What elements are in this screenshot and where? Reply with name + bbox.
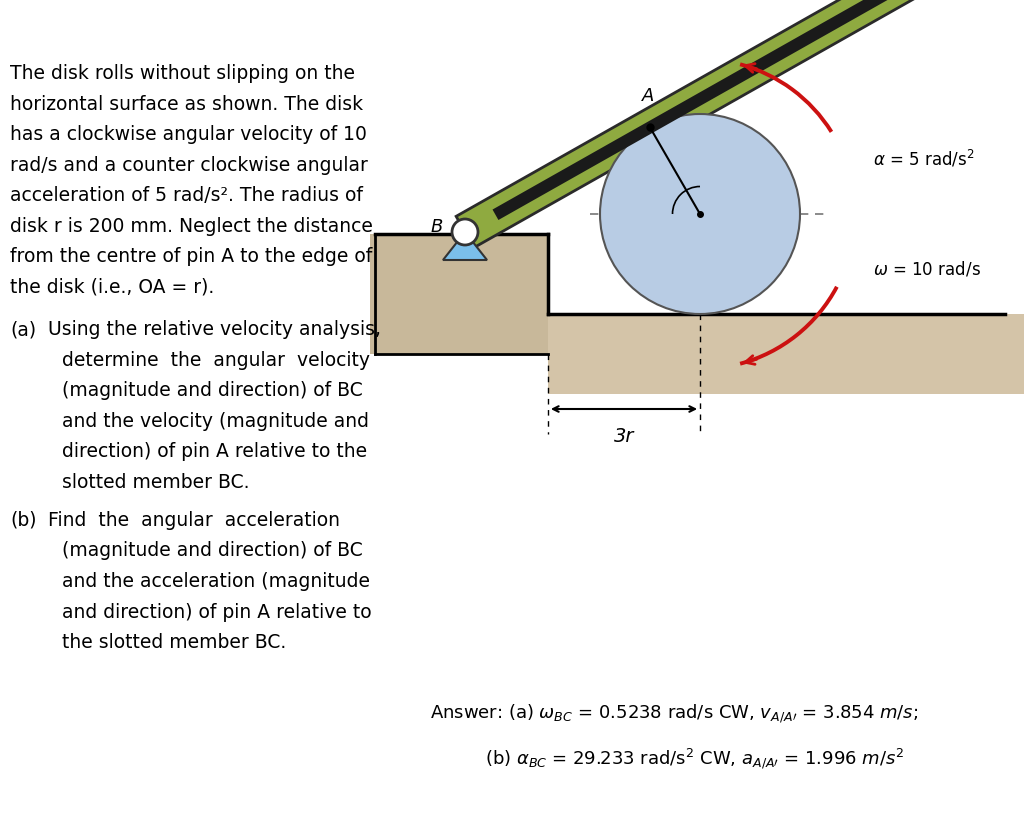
Text: (b) $\alpha_{BC}$ = 29.233 rad/s$^2$ CW, $a_{A/A\prime}$ = 1.996 $m/s^2$: (b) $\alpha_{BC}$ = 29.233 rad/s$^2$ CW,…	[485, 746, 904, 771]
Polygon shape	[443, 232, 487, 260]
Text: Using the relative velocity analysis,: Using the relative velocity analysis,	[48, 320, 381, 339]
Text: O: O	[705, 228, 718, 246]
Text: the disk (i.e., OA = r).: the disk (i.e., OA = r).	[10, 278, 214, 297]
Text: The disk rolls without slipping on the: The disk rolls without slipping on the	[10, 64, 355, 83]
Text: B: B	[431, 218, 443, 236]
Circle shape	[600, 114, 800, 314]
Bar	[370, 234, 548, 354]
Polygon shape	[456, 0, 952, 248]
Text: Answer: (a) $\omega_{BC}$ = 0.5238 rad/s CW, $v_{A/A\prime}$ = 3.854 $m/s$;: Answer: (a) $\omega_{BC}$ = 0.5238 rad/s…	[430, 703, 919, 726]
Text: r: r	[687, 159, 694, 178]
Polygon shape	[493, 0, 931, 220]
Text: from the centre of pin A to the edge of: from the centre of pin A to the edge of	[10, 247, 373, 266]
Text: the slotted member BC.: the slotted member BC.	[62, 633, 287, 652]
Text: determine  the  angular  velocity: determine the angular velocity	[62, 350, 370, 369]
Text: (magnitude and direction) of BC: (magnitude and direction) of BC	[62, 541, 362, 560]
Text: and the velocity (magnitude and: and the velocity (magnitude and	[62, 411, 369, 430]
Text: (a): (a)	[10, 320, 36, 339]
Text: disk r is 200 mm. Neglect the distance: disk r is 200 mm. Neglect the distance	[10, 217, 373, 235]
Text: 60°: 60°	[649, 188, 675, 202]
Text: slotted member BC.: slotted member BC.	[62, 473, 250, 491]
Circle shape	[452, 219, 478, 245]
Text: direction) of pin A relative to the: direction) of pin A relative to the	[62, 442, 368, 461]
Text: acceleration of 5 rad/s². The radius of: acceleration of 5 rad/s². The radius of	[10, 186, 362, 205]
Text: Find  the  angular  acceleration: Find the angular acceleration	[48, 511, 340, 530]
Text: (b): (b)	[10, 511, 37, 530]
Text: and the acceleration (magnitude: and the acceleration (magnitude	[62, 572, 370, 591]
Text: horizontal surface as shown. The disk: horizontal surface as shown. The disk	[10, 94, 364, 113]
Text: rad/s and a counter clockwise angular: rad/s and a counter clockwise angular	[10, 155, 368, 174]
Text: 3r: 3r	[613, 427, 634, 446]
Text: $\omega$ = 10 rad/s: $\omega$ = 10 rad/s	[873, 259, 981, 279]
Text: and direction) of pin A relative to: and direction) of pin A relative to	[62, 602, 372, 621]
Text: (magnitude and direction) of BC: (magnitude and direction) of BC	[62, 381, 362, 400]
Bar	[548, 314, 1024, 394]
Text: $\alpha$ = 5 rad/s$^2$: $\alpha$ = 5 rad/s$^2$	[873, 148, 975, 169]
Text: has a clockwise angular velocity of 10: has a clockwise angular velocity of 10	[10, 125, 367, 144]
Text: A: A	[642, 88, 654, 105]
